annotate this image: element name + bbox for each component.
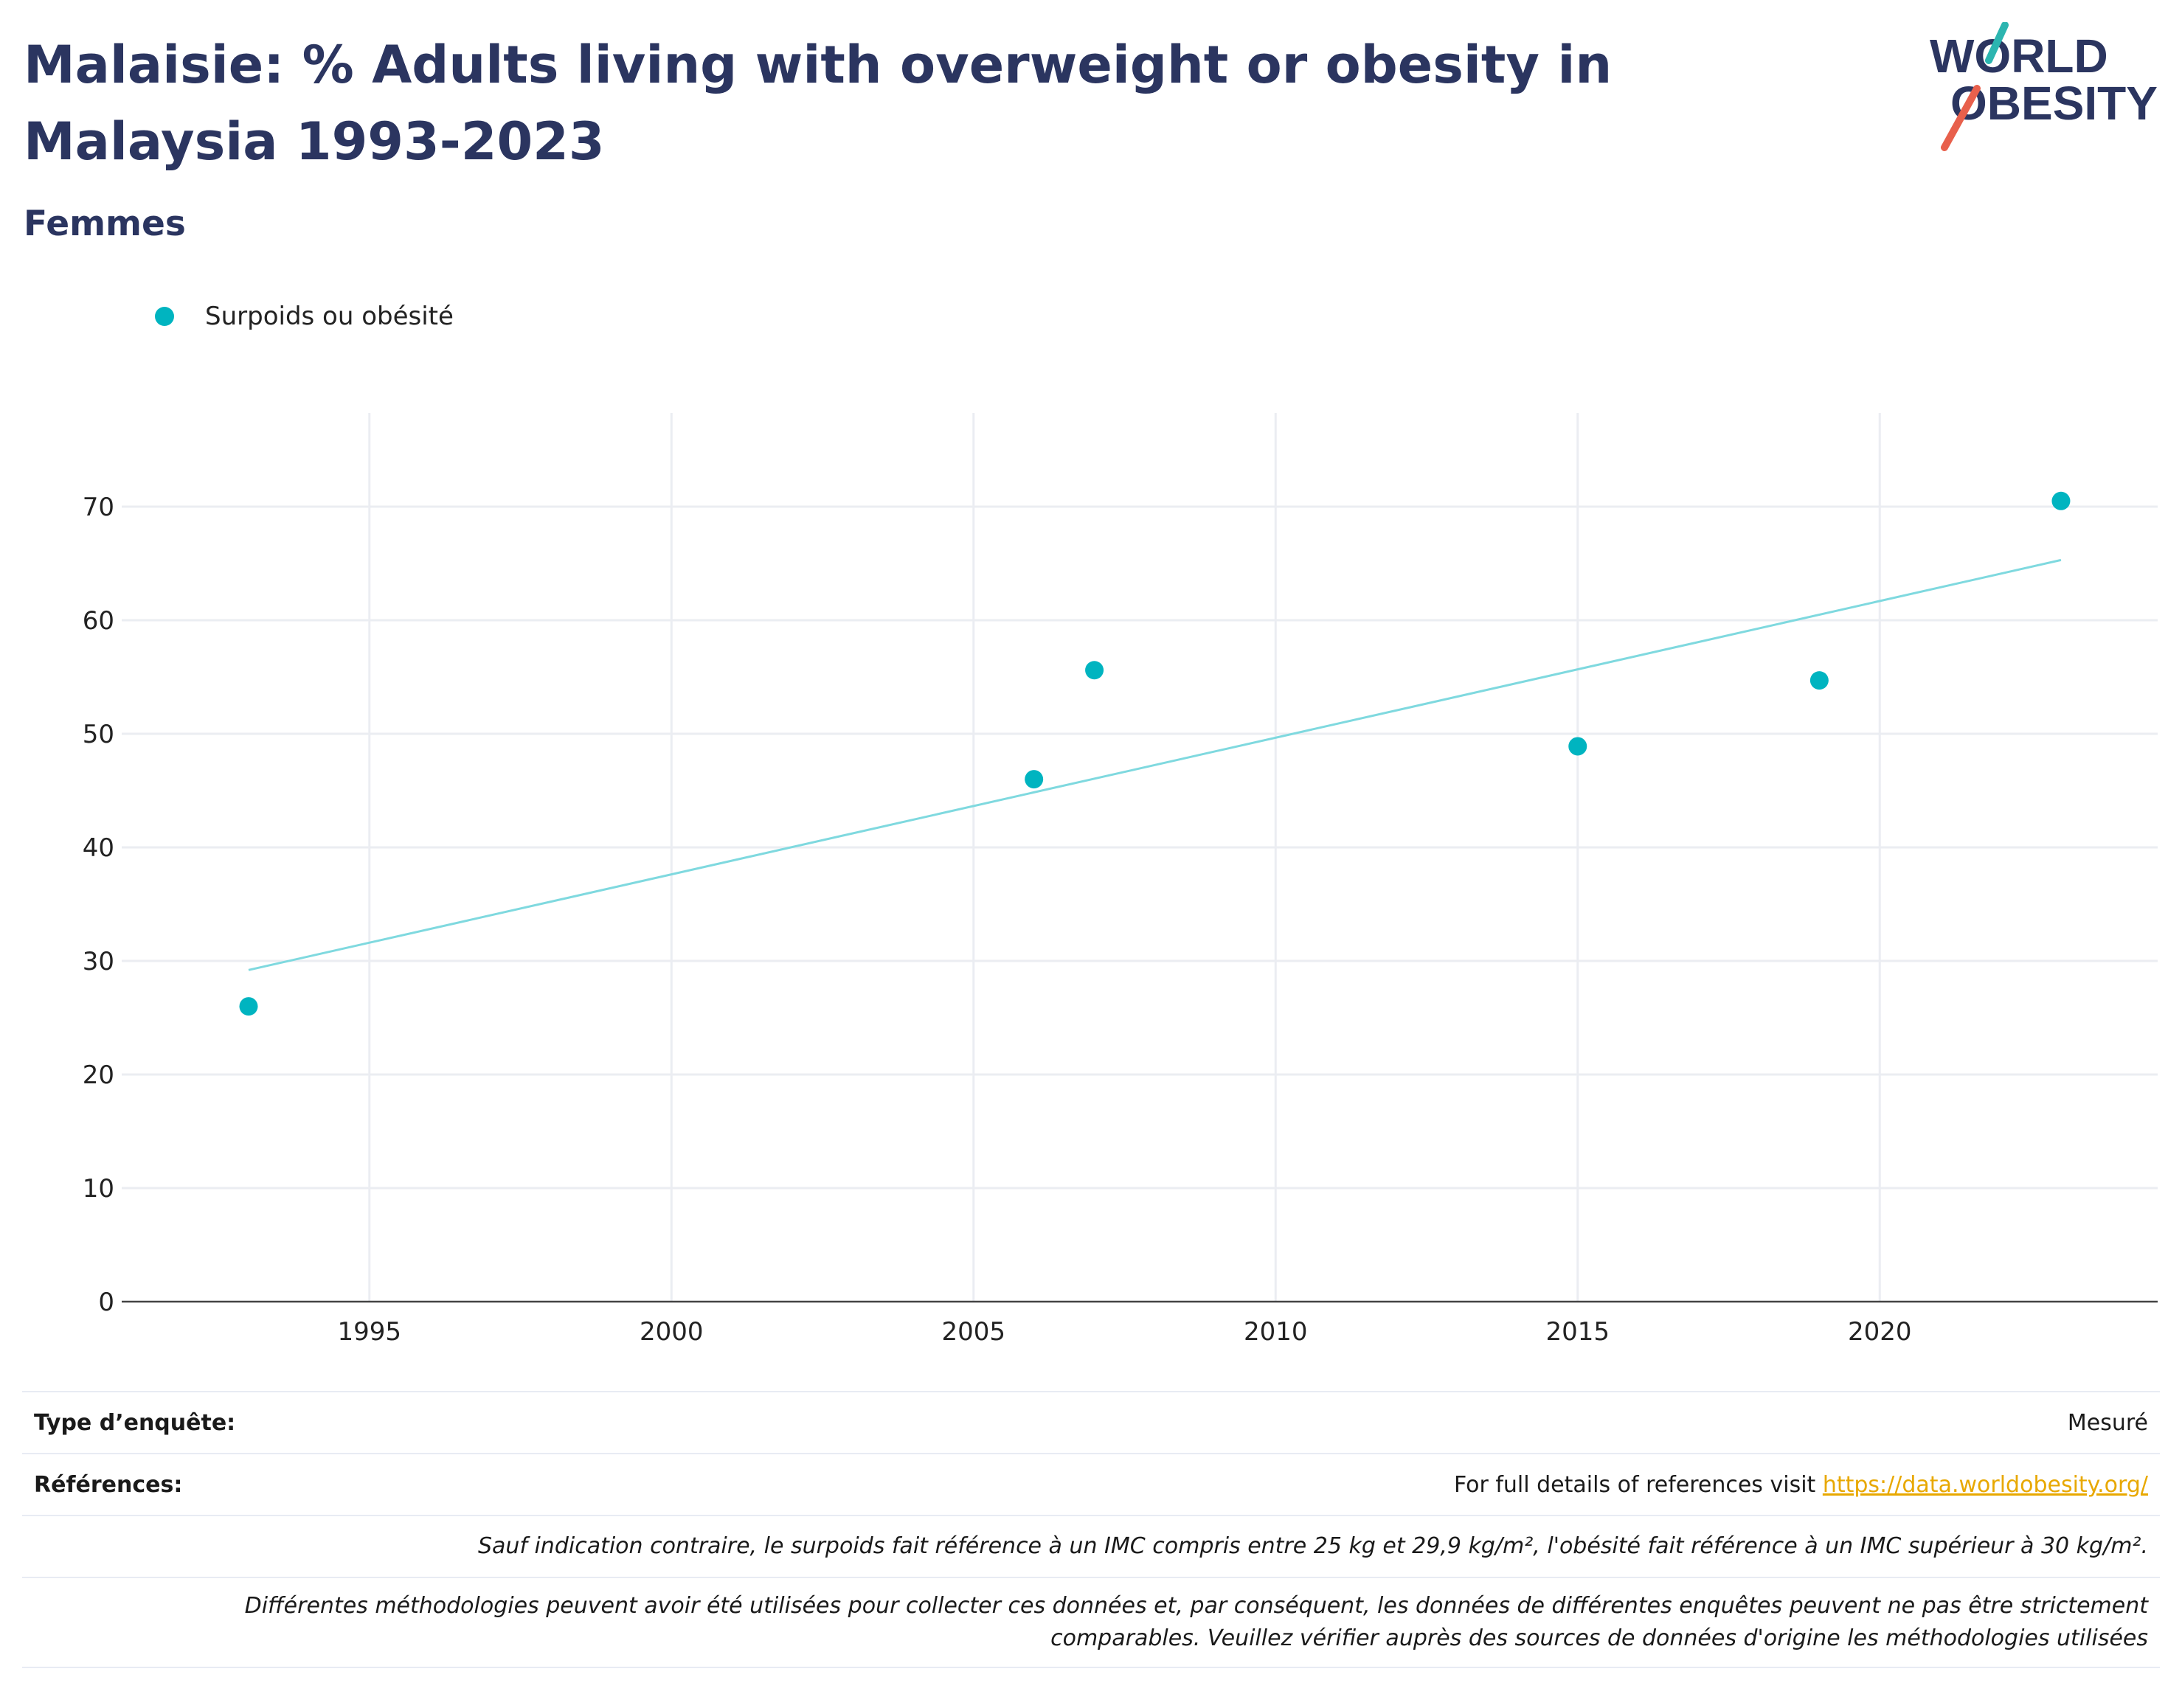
y-tick-label: 20	[83, 1060, 114, 1090]
y-tick-label: 10	[83, 1174, 114, 1204]
trendline	[248, 558, 2062, 971]
references-row: Références: For full details of referenc…	[22, 1453, 2160, 1515]
world-obesity-logo: WORLD OBESITY	[1930, 22, 2158, 151]
data-point	[239, 997, 258, 1016]
y-tick-label: 40	[83, 833, 114, 863]
methodology-note: Différentes méthodologies peuvent avoir …	[245, 1590, 2148, 1655]
methodology-note-row: Différentes méthodologies peuvent avoir …	[22, 1577, 2160, 1668]
methodology-note-line2: comparables. Veuillez vérifier auprès de…	[1050, 1625, 2148, 1651]
methodology-note-line1: Différentes méthodologies peuvent avoir …	[244, 1593, 2148, 1619]
notes-table: Type d’enquête: Mesuré Références: For f…	[22, 1391, 2160, 1668]
logo-accent-teal	[1985, 22, 2009, 64]
survey-type-value: Mesuré	[2067, 1409, 2148, 1436]
data-point	[1568, 737, 1587, 756]
logo-line2: OBESITY	[1950, 77, 2158, 130]
references-label: Références:	[34, 1471, 183, 1498]
references-value: For full details of references visit htt…	[1454, 1472, 2148, 1498]
definition-note: Sauf indication contraire, le surpoids f…	[477, 1533, 2148, 1559]
data-point	[1025, 770, 1044, 789]
data-point	[1809, 671, 1829, 690]
x-tick-label: 2010	[1244, 1317, 1308, 1347]
x-tick-label: 2020	[1848, 1317, 1912, 1347]
survey-type-label: Type d’enquête:	[34, 1409, 236, 1436]
logo-line1: WORLD	[1930, 29, 2108, 83]
chart-subtitle: Femmes	[24, 204, 186, 244]
y-tick-label: 0	[98, 1288, 114, 1317]
logo-accent-red	[1941, 85, 1981, 151]
references-text: For full details of references visit	[1453, 1471, 1823, 1498]
x-tick-label: 2000	[640, 1317, 704, 1347]
x-tick-label: 2005	[942, 1317, 1006, 1347]
legend-label: Surpoids ou obésité	[205, 302, 454, 331]
references-link[interactable]: https://data.worldobesity.org/	[1822, 1471, 2148, 1498]
x-tick-label: 1995	[338, 1317, 402, 1347]
chart-title: Malaisie: % Adults living with overweigh…	[24, 35, 1613, 172]
y-tick-label: 30	[83, 947, 114, 976]
y-tick-label: 70	[83, 493, 114, 522]
y-tick-label: 50	[83, 720, 114, 749]
legend-marker	[155, 307, 174, 326]
scatter-chart: 0 10 20 30 40 50 60 70 1995 2000 2005 2010 2015 2020	[83, 413, 2158, 1347]
data-point	[1085, 661, 1104, 680]
survey-type-row: Type d’enquête: Mesuré	[22, 1391, 2160, 1453]
legend[interactable]: Surpoids ou obésité	[155, 298, 454, 335]
y-tick-label: 60	[83, 606, 114, 636]
data-point	[2051, 491, 2071, 510]
x-tick-label: 2015	[1546, 1317, 1610, 1347]
definition-note-row: Sauf indication contraire, le surpoids f…	[22, 1515, 2160, 1577]
